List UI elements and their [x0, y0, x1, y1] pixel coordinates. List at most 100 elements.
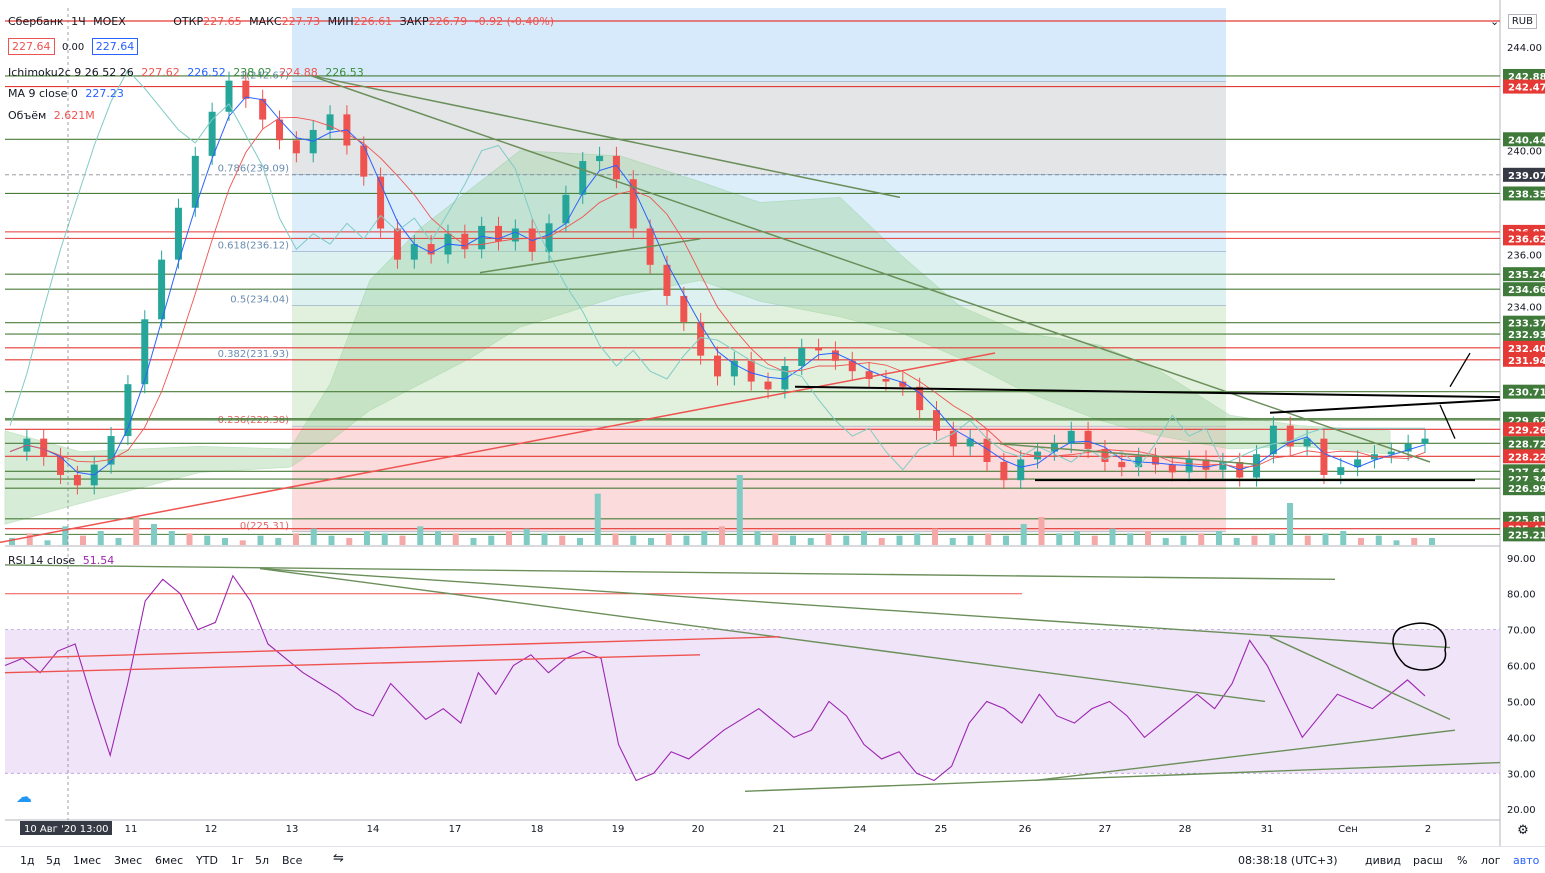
range-5d[interactable]: 5д — [46, 854, 61, 867]
candle-body — [1084, 430, 1092, 450]
volume-bar — [1429, 538, 1435, 545]
candle-body — [208, 111, 216, 156]
rsi-trend-line — [259, 567, 1451, 649]
price-label-bg — [1503, 315, 1545, 330]
range-ytd[interactable]: YTD — [196, 854, 218, 867]
rsi-trend-line — [259, 567, 1266, 703]
spread: 0.00 — [62, 42, 85, 53]
chikou-line — [9, 69, 1425, 471]
range-5y[interactable]: 5л — [255, 854, 270, 867]
toggle-dividends[interactable]: дивид — [1365, 854, 1401, 867]
range-1y[interactable]: 1г — [231, 854, 244, 867]
clock[interactable]: 08:38:18 (UTC+3) — [1238, 854, 1338, 867]
volume-bar — [932, 528, 938, 545]
volume-bar — [417, 526, 424, 545]
scale-toggle-icon: ⌄ — [1490, 15, 1499, 28]
volume-bar — [62, 526, 69, 545]
time-label: 12 — [205, 824, 218, 835]
price-label: 236.62 — [1508, 234, 1545, 245]
range-1d[interactable]: 1д — [20, 854, 35, 867]
volume-bar — [1003, 535, 1009, 545]
volume-bar — [701, 531, 708, 545]
volume-bar — [1180, 535, 1187, 545]
candle-body — [1286, 425, 1294, 447]
timeframe[interactable]: 1Ч — [71, 15, 86, 28]
toggle-extended[interactable]: расш — [1413, 854, 1443, 867]
ichimoku-legend[interactable]: Ichimoku2c 9 26 52 26 227.62 226.52 238.… — [8, 66, 364, 79]
volume-bar — [878, 538, 885, 545]
toggle-auto[interactable]: авто — [1513, 854, 1540, 867]
volume-bar — [9, 538, 15, 545]
rsi-tick-label: 40.00 — [1507, 733, 1536, 744]
rsi-legend[interactable]: RSI 14 close 51.54 — [8, 554, 115, 567]
range-6m[interactable]: 6мес — [155, 854, 184, 867]
candle-body — [1151, 456, 1159, 465]
price-label: 232.40 — [1508, 344, 1545, 355]
price-label-bg — [1503, 340, 1545, 355]
rsi-circle-annotation — [1392, 622, 1447, 671]
ma-legend[interactable]: MA 9 close 0 227.23 — [8, 87, 124, 100]
volume-bar — [612, 533, 619, 545]
calendar-range-icon[interactable]: ⇋ — [333, 851, 344, 866]
volume-bar — [736, 475, 743, 545]
candle-body — [1421, 438, 1429, 444]
volume-bar — [26, 533, 33, 545]
candle-body — [259, 98, 267, 120]
time-label: 14 — [367, 824, 380, 835]
rsi-trend-line — [744, 761, 1501, 792]
candle-body — [1337, 467, 1345, 475]
candle-body — [1034, 451, 1042, 460]
rsi-tick-label: 60.00 — [1507, 662, 1536, 673]
volume-bar — [1145, 531, 1151, 545]
candle-body — [747, 360, 755, 382]
volume-bar — [719, 526, 725, 545]
toggle-percent[interactable]: % — [1457, 854, 1468, 867]
volume-bar — [1269, 533, 1276, 545]
range-all[interactable]: Все — [282, 854, 303, 867]
rsi-tick-label: 70.00 — [1507, 626, 1536, 637]
price-label: 227.34 — [1508, 475, 1545, 486]
volume-bar — [949, 538, 956, 545]
fib-label: 0.5(234.04) — [230, 294, 289, 305]
candle-body — [629, 179, 637, 229]
volume-bar — [1340, 531, 1347, 545]
time-label: 20 — [692, 824, 705, 835]
volume-bar — [275, 538, 282, 545]
volume-bar — [1393, 540, 1400, 545]
toggle-log[interactable]: лог — [1481, 854, 1501, 867]
range-1m[interactable]: 1мес — [73, 854, 102, 867]
range-3m[interactable]: 3мес — [114, 854, 143, 867]
candle-body — [242, 80, 250, 99]
currency-badge[interactable]: RUB — [1507, 14, 1537, 29]
candle-body — [983, 438, 991, 462]
candle-body — [932, 410, 940, 431]
volume-bar — [772, 533, 779, 545]
candle-body — [596, 155, 604, 162]
candle-body — [478, 225, 486, 250]
time-label: 19 — [612, 824, 625, 835]
volume-bar — [80, 535, 86, 545]
price-label-bg — [1503, 436, 1545, 451]
volume-bar — [506, 531, 512, 545]
bid-price[interactable]: 227.64 — [8, 38, 55, 55]
candle-body — [730, 360, 738, 377]
volume-bar — [1251, 535, 1258, 545]
volume-bar — [115, 538, 122, 545]
ohlc-close-label: ЗАКР — [399, 15, 429, 28]
time-label: 27 — [1099, 824, 1112, 835]
symbol-name[interactable]: Сбербанк — [8, 15, 64, 28]
volume-legend[interactable]: Объём 2.621M — [8, 109, 95, 122]
fib-label: 0.382(231.93) — [218, 349, 290, 360]
ask-price[interactable]: 227.64 — [91, 38, 139, 55]
time-label: 2 — [1425, 824, 1431, 835]
candle-body — [1000, 461, 1008, 481]
price-label-bg — [1503, 132, 1545, 147]
candle-body — [663, 264, 671, 296]
rsi-tick-label: 20.00 — [1507, 805, 1536, 816]
time-label: 25 — [935, 824, 948, 835]
volume-bar — [310, 528, 317, 545]
candle-body — [40, 438, 48, 457]
candle-body — [848, 360, 856, 372]
volume-bar — [222, 538, 228, 545]
